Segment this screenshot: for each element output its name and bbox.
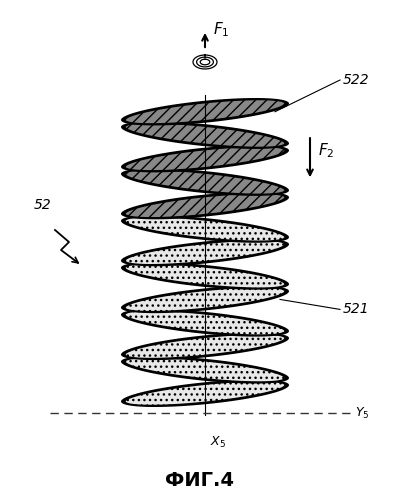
Polygon shape [125, 241, 285, 264]
Polygon shape [121, 356, 289, 384]
Text: $\mathit{F_1}$: $\mathit{F_1}$ [213, 20, 229, 39]
Polygon shape [125, 170, 285, 194]
Polygon shape [125, 147, 285, 171]
Text: 522: 522 [343, 73, 370, 87]
Text: ФИГ.4: ФИГ.4 [166, 471, 235, 490]
Polygon shape [121, 98, 289, 125]
Text: $\mathit{X_5}$: $\mathit{X_5}$ [210, 435, 226, 450]
Polygon shape [121, 333, 289, 360]
Polygon shape [125, 217, 285, 241]
Polygon shape [121, 239, 289, 266]
Text: 52: 52 [34, 198, 52, 212]
Text: 521: 521 [343, 302, 370, 316]
Text: $\mathit{F_2}$: $\mathit{F_2}$ [318, 141, 334, 160]
Polygon shape [121, 262, 289, 290]
Polygon shape [121, 215, 289, 243]
Polygon shape [125, 311, 285, 335]
Text: $\mathit{Y_5}$: $\mathit{Y_5}$ [355, 406, 369, 421]
Polygon shape [125, 358, 285, 382]
Polygon shape [121, 192, 289, 219]
Polygon shape [121, 121, 289, 149]
Polygon shape [125, 194, 285, 218]
Polygon shape [125, 123, 285, 147]
Polygon shape [125, 264, 285, 288]
Polygon shape [125, 99, 285, 124]
Polygon shape [121, 145, 289, 172]
Polygon shape [125, 334, 285, 358]
Polygon shape [125, 381, 285, 406]
Polygon shape [121, 380, 289, 407]
Polygon shape [125, 287, 285, 311]
Polygon shape [121, 168, 289, 196]
Polygon shape [121, 309, 289, 337]
Polygon shape [121, 286, 289, 313]
